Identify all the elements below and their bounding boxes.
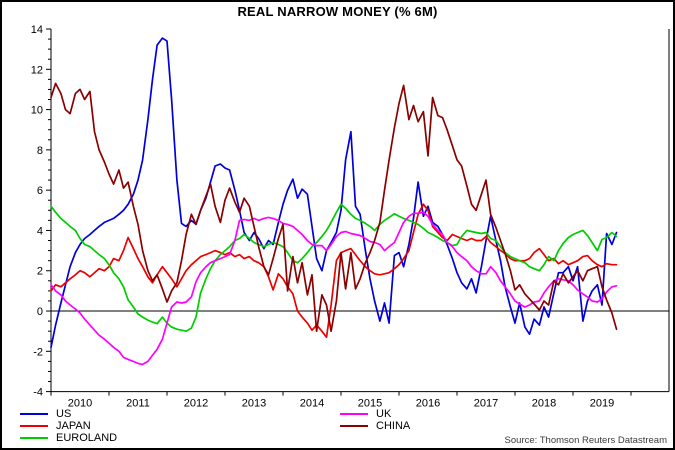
china-line-swatch [340,425,368,427]
us-line-swatch [20,413,48,415]
svg-text:2: 2 [37,266,43,278]
legend-label-uk: UK [376,408,392,420]
legend-item-japan: JAPAN [20,420,117,432]
svg-text:0: 0 [37,306,43,318]
svg-text:-4: -4 [33,387,43,399]
svg-text:2010: 2010 [68,398,92,410]
uk-line-swatch [340,413,368,415]
legend-label-euroland: EUROLAND [56,432,118,444]
legend-label-japan: JAPAN [56,420,91,432]
source-attribution: Source: Thomson Reuters Datastream [504,435,667,446]
svg-text:2012: 2012 [184,398,208,410]
legend-item-us: US [20,408,117,420]
legend-column-right: UK CHINA [340,408,410,432]
svg-text:2019: 2019 [590,398,614,410]
legend-label-us: US [56,408,72,420]
legend-column-left: US JAPAN EUROLAND [20,408,117,444]
svg-text:-2: -2 [33,346,43,358]
svg-text:6: 6 [37,185,43,197]
legend-item-china: CHINA [340,420,410,432]
svg-text:14: 14 [31,24,43,36]
svg-text:2017: 2017 [474,398,498,410]
legend-label-china: CHINA [376,420,411,432]
svg-text:2011: 2011 [126,398,150,410]
svg-text:10: 10 [31,105,43,117]
euroland-line-swatch [20,437,48,439]
japan-line-swatch [20,425,48,427]
svg-text:2016: 2016 [416,398,440,410]
svg-text:4: 4 [37,225,43,237]
svg-text:2013: 2013 [242,398,266,410]
legend-item-uk: UK [340,408,410,420]
svg-text:2018: 2018 [532,398,556,410]
svg-text:8: 8 [37,145,43,157]
svg-text:2015: 2015 [358,398,382,410]
svg-text:12: 12 [31,64,43,76]
svg-text:2014: 2014 [300,398,324,410]
chart-title: REAL NARROW MONEY (% 6M) [237,4,438,19]
legend-item-euroland: EUROLAND [20,432,117,444]
